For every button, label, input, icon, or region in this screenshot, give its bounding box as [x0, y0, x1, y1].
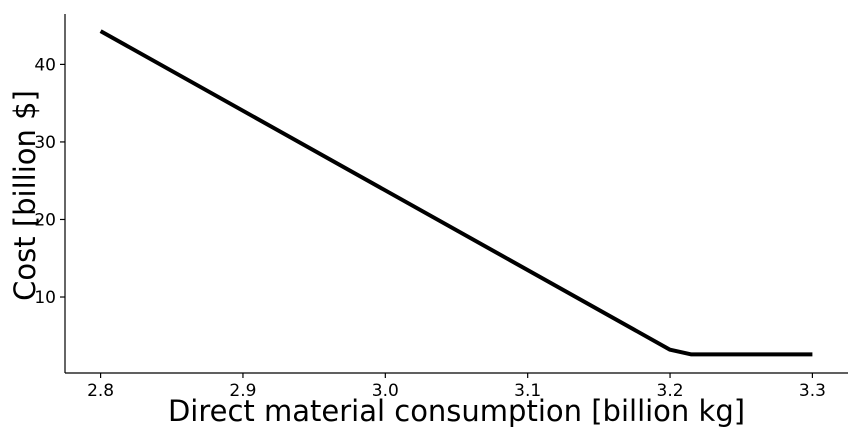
plot-area [99, 29, 813, 357]
y-tick-label: 30 [34, 133, 56, 153]
x-tick-label: 3.1 [514, 381, 541, 401]
series-line-0 [99, 29, 813, 357]
x-axis-ticks: 2.8 2.9 3.0 3.1 3.2 3.3 [87, 373, 826, 401]
x-tick-label: 3.2 [657, 381, 684, 401]
x-axis-title: Direct material consumption [billion kg] [168, 394, 745, 428]
x-tick-label: 2.9 [229, 381, 256, 401]
y-tick-label: 10 [34, 288, 56, 308]
y-tick-label: 40 [34, 55, 56, 75]
y-tick-label: 20 [34, 210, 56, 230]
x-tick-label: 3.3 [799, 381, 826, 401]
x-tick-label: 3.0 [372, 381, 399, 401]
y-axis-title: Cost [billion $] [8, 90, 42, 301]
y-axis-ticks: 10 20 30 40 [34, 55, 65, 308]
x-tick-label: 2.8 [87, 381, 114, 401]
